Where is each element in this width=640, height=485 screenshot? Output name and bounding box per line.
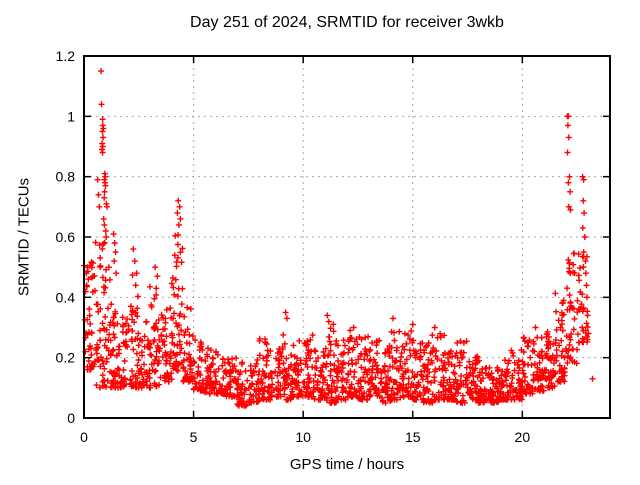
x-tick-label: 0 [80, 429, 88, 445]
x-tick-label: 20 [515, 429, 531, 445]
y-tick-label: 0.6 [56, 229, 76, 245]
y-tick-label: 1.2 [56, 48, 76, 64]
y-tick-label: 0.8 [56, 169, 76, 185]
x-tick-label: 10 [295, 429, 311, 445]
x-tick-label: 5 [190, 429, 198, 445]
chart-title: Day 251 of 2024, SRMTID for receiver 3wk… [190, 14, 504, 31]
y-tick-label: 0 [67, 410, 75, 426]
x-tick-label: 15 [405, 429, 421, 445]
y-tick-label: 1 [67, 108, 75, 124]
y-axis-label: SRMTID / TECUs [15, 177, 33, 297]
y-tick-label: 0.4 [56, 289, 76, 305]
y-tick-label: 0.2 [56, 350, 76, 366]
scatter-points-srmtid [81, 68, 596, 409]
x-axis-label: GPS time / hours [289, 456, 405, 473]
